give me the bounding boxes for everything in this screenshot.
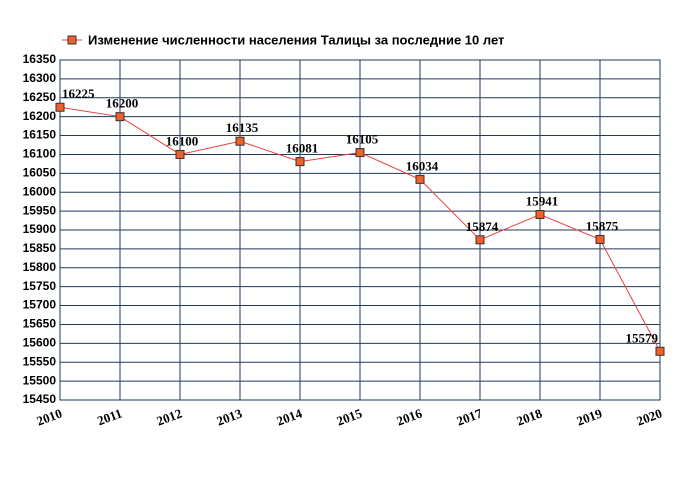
data-label: 16081 <box>286 141 319 156</box>
data-point <box>355 148 365 158</box>
data-label: 16135 <box>226 120 259 135</box>
x-tick-label: 2011 <box>95 406 124 429</box>
y-tick-label: 15900 <box>23 222 57 236</box>
y-tick-label: 15750 <box>23 279 57 293</box>
y-tick-label: 15850 <box>23 241 57 255</box>
x-tick-label: 2017 <box>454 405 484 428</box>
data-label: 15941 <box>526 193 559 208</box>
data-label: 15579 <box>626 330 659 345</box>
data-point <box>55 102 65 112</box>
data-point <box>655 346 665 356</box>
data-label: 16034 <box>406 158 439 173</box>
y-tick-label: 16250 <box>23 90 57 104</box>
data-label: 16225 <box>62 86 95 101</box>
y-tick-label: 15500 <box>23 373 57 387</box>
data-label: 15875 <box>586 218 619 233</box>
x-tick-label: 2013 <box>214 405 244 428</box>
data-label: 16100 <box>166 133 199 148</box>
x-tick-label: 2014 <box>274 405 304 428</box>
legend-marker <box>67 35 77 45</box>
y-tick-label: 15550 <box>23 354 57 368</box>
x-tick-label: 2016 <box>394 405 424 428</box>
data-label: 15874 <box>466 219 499 234</box>
data-label: 16200 <box>106 96 139 111</box>
y-tick-label: 16150 <box>23 128 57 142</box>
y-tick-label: 16300 <box>23 71 57 85</box>
y-tick-label: 16000 <box>23 184 57 198</box>
y-tick-label: 16050 <box>23 166 57 180</box>
data-point <box>175 149 185 159</box>
data-point <box>295 157 305 167</box>
data-label: 16105 <box>346 132 379 147</box>
plot-frame <box>59 59 661 401</box>
y-tick-label: 16200 <box>23 109 57 123</box>
y-tick-label: 15700 <box>23 298 57 312</box>
data-point <box>115 112 125 122</box>
x-tick-label: 2015 <box>334 405 364 428</box>
x-tick-label: 2019 <box>574 405 604 428</box>
x-tick-label: 2010 <box>34 406 64 429</box>
data-point <box>415 174 425 184</box>
y-tick-label: 15600 <box>23 336 57 350</box>
data-point <box>595 234 605 244</box>
y-tick-label: 15650 <box>23 317 57 331</box>
legend-label: Изменение численности населения Талицы з… <box>88 32 504 47</box>
y-tick-label: 16350 <box>23 52 57 66</box>
data-point <box>475 235 485 245</box>
y-tick-label: 15800 <box>23 260 57 274</box>
x-tick-label: 2020 <box>634 406 664 429</box>
y-tick-label: 15450 <box>23 392 57 406</box>
y-tick-label: 15950 <box>23 203 57 217</box>
y-tick-label: 16100 <box>23 147 57 161</box>
data-point <box>535 210 545 220</box>
x-tick-label: 2018 <box>514 405 544 428</box>
data-point <box>235 136 245 146</box>
x-tick-label: 2012 <box>154 406 184 429</box>
